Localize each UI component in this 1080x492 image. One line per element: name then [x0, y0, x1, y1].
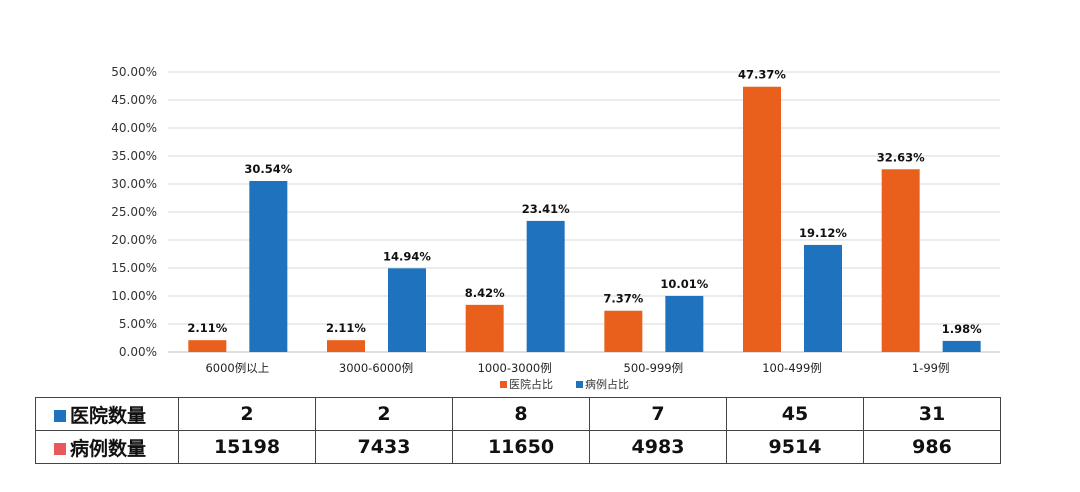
bar-hospital-4	[743, 86, 781, 352]
summary-table: 医院数量 2 2 8 7 45 31 病例数量 15198 7433 11650…	[35, 397, 1001, 464]
data-label: 30.54%	[244, 162, 292, 176]
y-tick-label: 25.00%	[111, 205, 157, 219]
data-label: 1.98%	[942, 322, 982, 336]
table-cell: 2	[178, 397, 316, 431]
x-category-label: 1000-3000例	[478, 361, 552, 375]
table-cell: 45	[726, 397, 864, 431]
bar-cases-2	[526, 220, 565, 352]
x-category-label: 100-499例	[762, 361, 822, 375]
table-cell: 2	[315, 397, 453, 431]
table-cell: 986	[863, 430, 1001, 464]
legend-swatch-hospital	[500, 381, 507, 388]
y-tick-label: 50.00%	[111, 65, 157, 79]
x-category-label: 1-99例	[912, 361, 950, 375]
table-row-case-count: 病例数量 15198 7433 11650 4983 9514 986	[35, 430, 1001, 464]
data-label: 47.37%	[738, 68, 786, 82]
bars	[188, 86, 981, 352]
bar-cases-1	[388, 268, 426, 352]
bar-cases-5	[942, 340, 981, 352]
legend: 医院占比 病例占比	[500, 377, 629, 391]
x-category-label: 3000-6000例	[339, 361, 413, 375]
data-label: 8.42%	[465, 286, 505, 300]
table-cell: 9514	[726, 430, 864, 464]
legend-label-cases: 病例占比	[585, 377, 629, 391]
red-square-icon	[54, 442, 66, 455]
y-tick-label: 30.00%	[111, 177, 157, 191]
row-label: 医院数量	[70, 404, 147, 427]
data-label: 23.41%	[522, 202, 570, 216]
row-header: 医院数量	[35, 397, 179, 431]
bar-chart: 0.00% 5.00% 10.00% 15.00% 20.00% 25.00% 30.00%…	[111, 65, 1000, 391]
table-cell: 8	[452, 397, 590, 431]
table-cell: 15198	[178, 430, 316, 464]
bar-cases-3	[665, 295, 704, 352]
y-tick-label: 15.00%	[111, 261, 157, 275]
bar-cases-0	[249, 180, 288, 352]
legend-swatch-cases	[576, 381, 583, 388]
data-label: 19.12%	[799, 226, 847, 240]
y-tick-label: 5.00%	[119, 317, 157, 331]
x-axis-categories: 6000例以上 3000-6000例 1000-3000例 500-999例 100-4…	[205, 361, 949, 375]
y-tick-label: 20.00%	[111, 233, 157, 247]
table-cell: 31	[863, 397, 1001, 431]
data-label: 14.94%	[383, 249, 431, 263]
data-label: 32.63%	[877, 150, 925, 164]
y-tick-label: 0.00%	[119, 345, 157, 359]
y-tick-label: 40.00%	[111, 121, 157, 135]
data-label: 2.11%	[326, 321, 366, 335]
blue-square-icon	[54, 409, 66, 422]
data-label: 2.11%	[187, 321, 227, 335]
table-row-hospital-count: 医院数量 2 2 8 7 45 31	[35, 397, 1001, 431]
bar-hospital-0	[188, 340, 227, 352]
x-category-label: 500-999例	[624, 361, 684, 375]
x-category-label: 6000例以上	[205, 361, 269, 375]
bar-cases-4	[804, 244, 842, 352]
row-label: 病例数量	[70, 437, 147, 460]
bar-hospital-2	[465, 304, 504, 352]
y-tick-label: 10.00%	[111, 289, 157, 303]
table-cell: 7433	[315, 430, 453, 464]
table-cell: 11650	[452, 430, 590, 464]
row-header: 病例数量	[35, 430, 179, 464]
legend-label-hospital: 医院占比	[509, 377, 553, 391]
y-tick-label: 35.00%	[111, 149, 157, 163]
y-axis-ticks: 0.00% 5.00% 10.00% 15.00% 20.00% 25.00% 30.00%…	[111, 65, 157, 359]
y-tick-label: 45.00%	[111, 93, 157, 107]
table-cell: 4983	[589, 430, 727, 464]
data-labels: 2.11% 30.54% 2.11% 14.94% 8.42% 23.41% 7.37% 10…	[187, 68, 982, 336]
bar-hospital-3	[604, 310, 643, 352]
bar-hospital-1	[327, 340, 365, 352]
gridlines	[168, 71, 1000, 353]
data-label: 10.01%	[660, 277, 708, 291]
bar-hospital-5	[881, 169, 920, 352]
table-cell: 7	[589, 397, 727, 431]
data-label: 7.37%	[603, 292, 643, 306]
